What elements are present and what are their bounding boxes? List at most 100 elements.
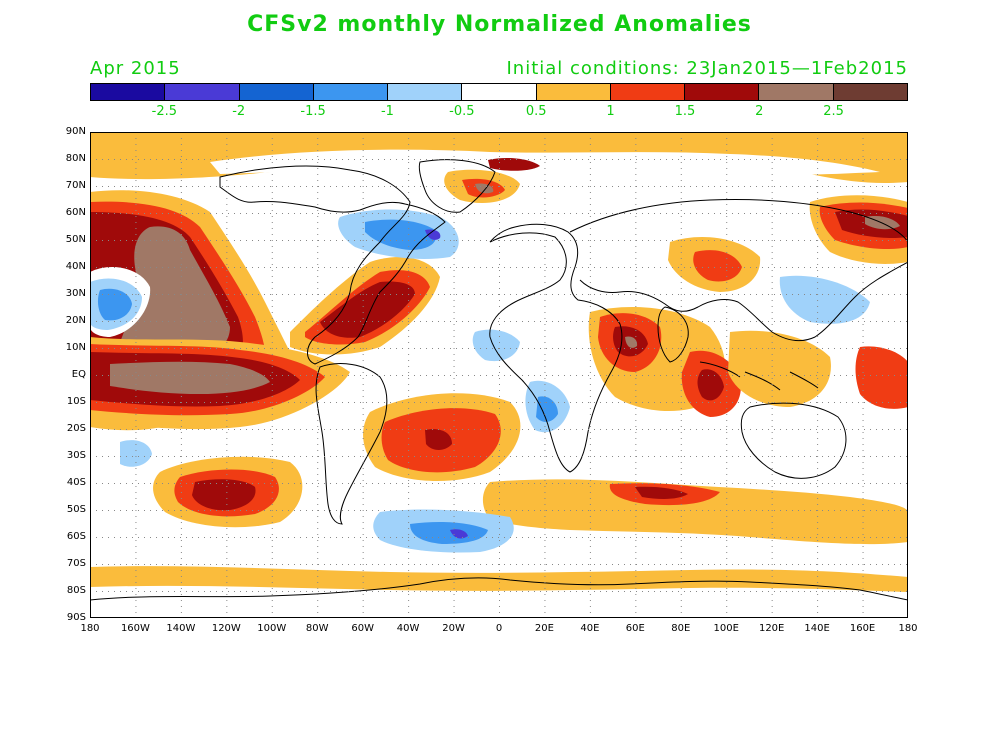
india-outline <box>657 306 689 363</box>
latitude-label: 50S <box>66 504 86 515</box>
latitude-label: 80N <box>65 153 86 164</box>
lat-lon-grid <box>90 132 907 613</box>
anomaly-labrador-core <box>425 229 441 240</box>
latitude-label: 10S <box>66 396 86 407</box>
chart-title: CFSv2 monthly Normalized Anomalies <box>247 12 752 37</box>
anomaly-spacific-cool <box>120 440 152 467</box>
anomaly-greenland-peak <box>475 183 494 194</box>
latitude-label: 10N <box>65 342 86 353</box>
anomaly-map <box>90 132 908 618</box>
latitude-label: 40S <box>66 477 86 488</box>
longitude-label: 160E <box>849 623 876 634</box>
anomaly-arabian-peak <box>625 336 638 348</box>
anomaly-antarctic-interior <box>90 585 908 618</box>
longitude-label: 140E <box>804 623 830 634</box>
longitude-label: 140W <box>166 623 196 634</box>
antarctica-outline <box>90 577 908 601</box>
colorbar-tick-label: -0.5 <box>449 104 475 119</box>
colorbar-tick-label: 0.5 <box>525 104 547 119</box>
europe-africa-outline <box>489 223 623 473</box>
colorbar-tick-label: 1 <box>606 104 615 119</box>
colorbar-swatch <box>91 84 166 100</box>
latitude-label: EQ <box>71 369 86 380</box>
eurasia-outline <box>569 199 908 342</box>
colorbar-tick-label: -1.5 <box>300 104 326 119</box>
latitude-label: 60N <box>65 207 86 218</box>
longitude-label: 120E <box>758 623 785 634</box>
longitude-label: 60W <box>351 623 374 634</box>
latitude-label: 70N <box>65 180 86 191</box>
longitude-label: 160W <box>120 623 150 634</box>
colorbar-swatch <box>313 84 389 100</box>
colorbar <box>90 83 908 101</box>
latitude-label: 70S <box>66 558 86 569</box>
forecast-month: Apr 2015 <box>90 58 181 79</box>
latitude-label: 90N <box>65 126 86 137</box>
longitude-label: 180 <box>898 623 918 634</box>
anomaly-antarctic-cold <box>410 522 488 544</box>
north-america-outline <box>219 165 446 365</box>
longitude-label: 100W <box>257 623 287 634</box>
colorbar-tick-label: -2.5 <box>151 104 178 119</box>
map-frame <box>90 132 908 618</box>
colorbar-swatch <box>685 84 760 100</box>
colorbar-tick-label: 2.5 <box>823 104 844 119</box>
anomaly-spacific-core <box>192 479 256 511</box>
anomaly-labrador-cold <box>365 219 437 250</box>
colorbar-tick-label: 2 <box>755 104 764 119</box>
colorbar-tick-label: -1 <box>380 104 394 119</box>
colorbar-tick-label: 1.5 <box>674 104 696 119</box>
anomaly-arctic-positive <box>90 132 908 184</box>
anomaly-east-pac-warm <box>855 346 908 409</box>
latitude-label: 40N <box>65 261 86 272</box>
longitude-label: 60E <box>625 623 645 634</box>
maritime-continent-outline <box>699 361 819 391</box>
colorbar-swatch <box>462 84 537 100</box>
anomaly-enso-peak <box>110 361 270 394</box>
south-america-outline <box>315 363 388 525</box>
anomaly-wpac-cool <box>779 275 870 324</box>
anomaly-satl-core <box>425 429 452 450</box>
longitude-label: 80E <box>671 623 691 634</box>
anomaly-antarctic-core <box>450 529 468 539</box>
longitude-label: 40E <box>580 623 600 634</box>
colorbar-swatch <box>239 84 314 100</box>
latitude-label: 50N <box>65 234 86 245</box>
map-svg <box>90 132 908 618</box>
colorbar-swatch <box>610 84 686 100</box>
latitude-label: 30N <box>65 288 86 299</box>
colorbar-labels: -2.5 -2 -1.5 -1 -0.5 0.5 1 1.5 2 2.5 <box>90 104 908 122</box>
longitude-label: 80W <box>305 623 329 634</box>
longitude-label: 40W <box>396 623 420 634</box>
anomaly-natl-core <box>320 281 415 338</box>
anomaly-central-asia-core <box>693 250 742 282</box>
anomaly-wpac-positive <box>728 330 831 407</box>
latitude-label: 60S <box>66 531 86 542</box>
longitude-label: 120W <box>211 623 241 634</box>
latitude-label: 20N <box>65 315 86 326</box>
anomaly-tatl-cool <box>472 329 520 362</box>
latitude-label: 80S <box>66 585 86 596</box>
longitude-label: 0 <box>495 623 503 634</box>
colorbar-swatch <box>833 84 907 100</box>
colorbar-tick-label: -2 <box>232 104 246 119</box>
latitude-label: 20S <box>66 423 86 434</box>
colorbar-swatch <box>759 84 834 100</box>
anomaly-southern-ocean-positive <box>482 479 908 545</box>
colorbar-swatch <box>165 84 240 100</box>
longitude-label: 20W <box>442 623 465 634</box>
anomaly-southern-ocean-core <box>635 486 688 499</box>
latitude-label: 30S <box>66 450 86 461</box>
longitude-label: 100E <box>713 623 739 634</box>
longitude-label: 20E <box>534 623 554 634</box>
latitude-label: 90S <box>66 612 86 623</box>
anomaly-npacific-cold-inner <box>97 288 132 321</box>
anomaly-bay-bengal-core <box>697 369 724 401</box>
initial-conditions: Initial conditions: 23Jan2015—1Feb2015 <box>506 58 908 79</box>
colorbar-swatch <box>536 84 611 100</box>
anomaly-barents-core <box>488 158 540 171</box>
australia-outline <box>740 402 847 479</box>
longitude-label: 180 <box>80 623 100 634</box>
greenland-outline <box>418 159 496 213</box>
coastlines <box>90 159 908 601</box>
